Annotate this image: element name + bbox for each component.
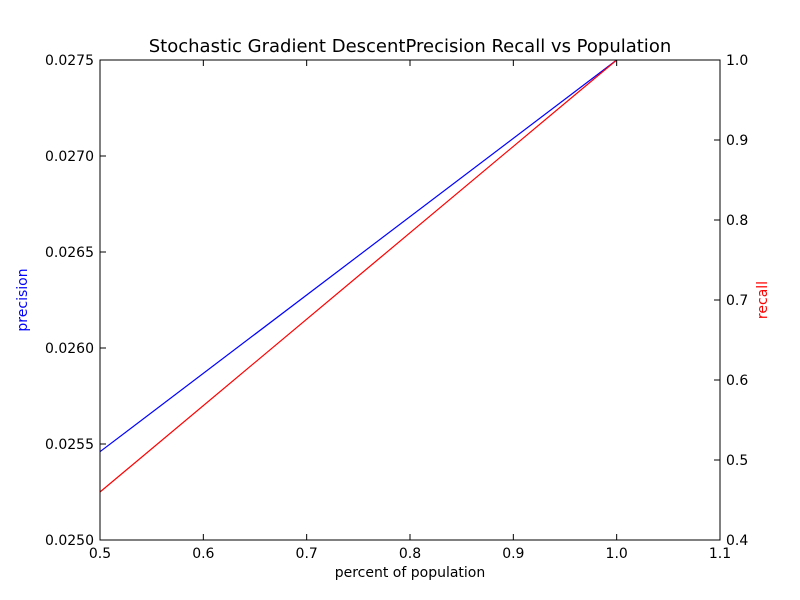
- x-axis: 0.5 0.6 0.7 0.8 0.9 1.0 1.1: [89, 60, 731, 562]
- y-left-tick-label: 0.0250: [45, 533, 94, 549]
- plot-frame: [99, 59, 721, 541]
- x-tick-label: 0.5: [89, 546, 111, 562]
- x-tick-label: 1.1: [709, 546, 731, 562]
- series-layer: [99, 59, 618, 493]
- y-right-tick-label: 0.4: [726, 533, 748, 549]
- y-right-tick-label: 0.7: [726, 293, 748, 309]
- x-tick-label: 0.7: [296, 546, 318, 562]
- y-left-tick-label: 0.0255: [45, 437, 94, 453]
- y-right-tick-label: 0.8: [726, 213, 748, 229]
- x-tick-label: 0.6: [192, 546, 214, 562]
- y-right-tick-label: 0.5: [726, 453, 748, 469]
- y-axis-left-label: precision: [15, 268, 31, 331]
- y-axis-left: 0.0250 0.0255 0.0260 0.0265 0.0270 0.0275: [45, 53, 106, 549]
- y-left-tick-label: 0.0270: [45, 149, 94, 165]
- y-axis-right: 0.4 0.5 0.6 0.7 0.8 0.9 1.0: [714, 53, 748, 549]
- x-tick-label: 1.0: [606, 546, 628, 562]
- y-right-tick-label: 1.0: [726, 53, 748, 69]
- y-left-tick-label: 0.0275: [45, 53, 94, 69]
- x-axis-label: percent of population: [335, 565, 486, 581]
- chart-title: Stochastic Gradient DescentPrecision Rec…: [149, 36, 671, 57]
- recall-series-line: [99, 59, 618, 493]
- y-right-tick-label: 0.9: [726, 133, 748, 149]
- y-left-tick-label: 0.0265: [45, 245, 94, 261]
- x-tick-label: 0.8: [399, 546, 421, 562]
- y-right-tick-label: 0.6: [726, 373, 748, 389]
- precision-series-line: [99, 59, 618, 453]
- y-axis-right-label: recall: [755, 281, 771, 319]
- y-left-tick-label: 0.0260: [45, 341, 94, 357]
- x-tick-label: 0.9: [502, 546, 524, 562]
